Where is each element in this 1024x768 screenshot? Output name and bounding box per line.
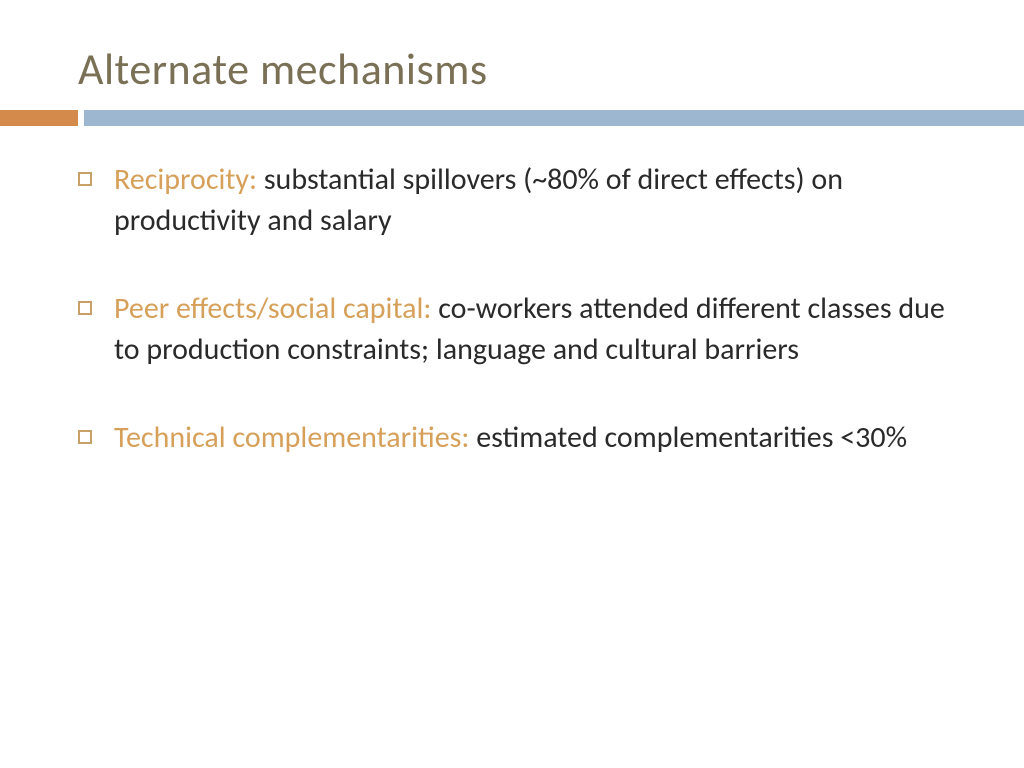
divider xyxy=(0,110,1024,126)
slide-title: Alternate mechanisms xyxy=(0,0,1024,110)
list-item: Reciprocity: substantial spillovers (~80… xyxy=(78,160,954,241)
list-item-text: Peer effects/social capital: co-workers … xyxy=(114,289,954,370)
square-bullet-icon xyxy=(78,172,92,186)
list-item-text: Reciprocity: substantial spillovers (~80… xyxy=(114,160,954,241)
square-bullet-icon xyxy=(78,301,92,315)
list-item-rest: estimated complementarities <30% xyxy=(476,419,907,456)
square-bullet-icon xyxy=(78,430,92,444)
list-item-lead: Peer effects/social capital: xyxy=(114,290,438,327)
list-item: Technical complementarities: estimated c… xyxy=(78,418,954,459)
list-item-lead: Reciprocity: xyxy=(114,161,264,198)
slide-body: Reciprocity: substantial spillovers (~80… xyxy=(0,126,1024,459)
list-item-lead: Technical complementarities: xyxy=(114,419,476,456)
divider-accent xyxy=(0,110,78,126)
list-item: Peer effects/social capital: co-workers … xyxy=(78,289,954,370)
list-item-text: Technical complementarities: estimated c… xyxy=(114,418,907,459)
divider-bar xyxy=(84,110,1024,126)
slide: Alternate mechanisms Reciprocity: substa… xyxy=(0,0,1024,768)
